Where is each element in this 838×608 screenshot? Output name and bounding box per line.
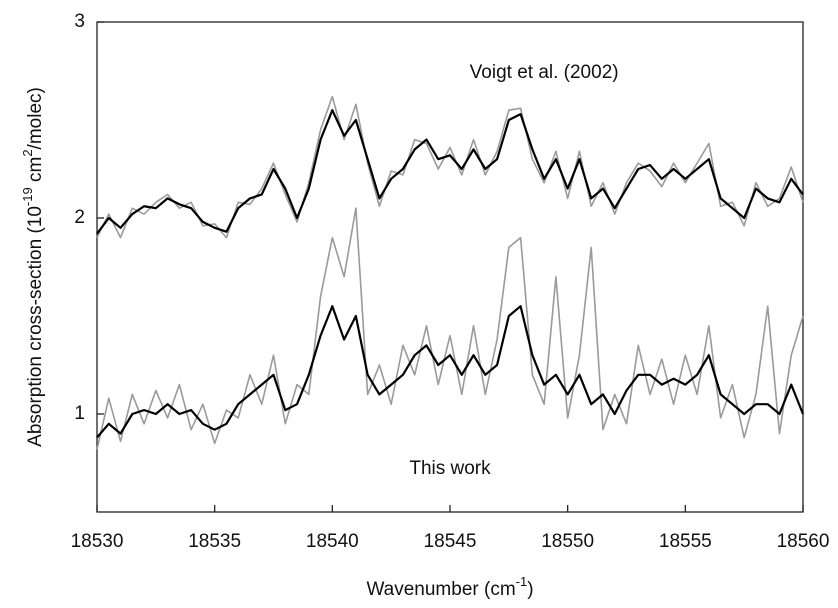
x-axis-label-sup: -1 [516, 574, 528, 589]
annotation: Voigt et al. (2002) [470, 62, 619, 83]
series-line [96, 95, 804, 239]
y-axis-label-part: cm [25, 157, 46, 188]
y-axis-label-part: /molec) [25, 87, 46, 149]
x-axis-label: Wavenumber (cm-1) [366, 574, 533, 600]
y-tick-label: 2 [74, 207, 85, 228]
y-axis-label: Absorption cross-section (10-19 cm2/mole… [20, 87, 46, 447]
x-tick-label: 18530 [71, 531, 124, 552]
x-axis-label-part: ) [527, 579, 533, 600]
annotation: This work [409, 458, 491, 479]
y-axis-label-part: Absorption cross-section (10 [25, 206, 46, 447]
x-tick-label: 18555 [659, 531, 712, 552]
y-tick-label: 3 [74, 11, 85, 32]
x-tick-label: 18545 [424, 531, 477, 552]
y-tick-label: 1 [74, 403, 85, 424]
x-tick-label: 18560 [777, 531, 830, 552]
plot-frame [96, 21, 804, 513]
x-tick-label: 18540 [306, 531, 359, 552]
x-axis-label-part: Wavenumber (cm [366, 579, 515, 600]
series-line [96, 207, 804, 450]
y-axis-label-sup: 2 [20, 149, 35, 156]
x-tick-label: 18550 [541, 531, 594, 552]
y-axis-label-sup: -19 [20, 187, 35, 206]
series-line [96, 109, 804, 235]
x-tick-label: 18535 [188, 531, 241, 552]
series-line [96, 305, 805, 439]
